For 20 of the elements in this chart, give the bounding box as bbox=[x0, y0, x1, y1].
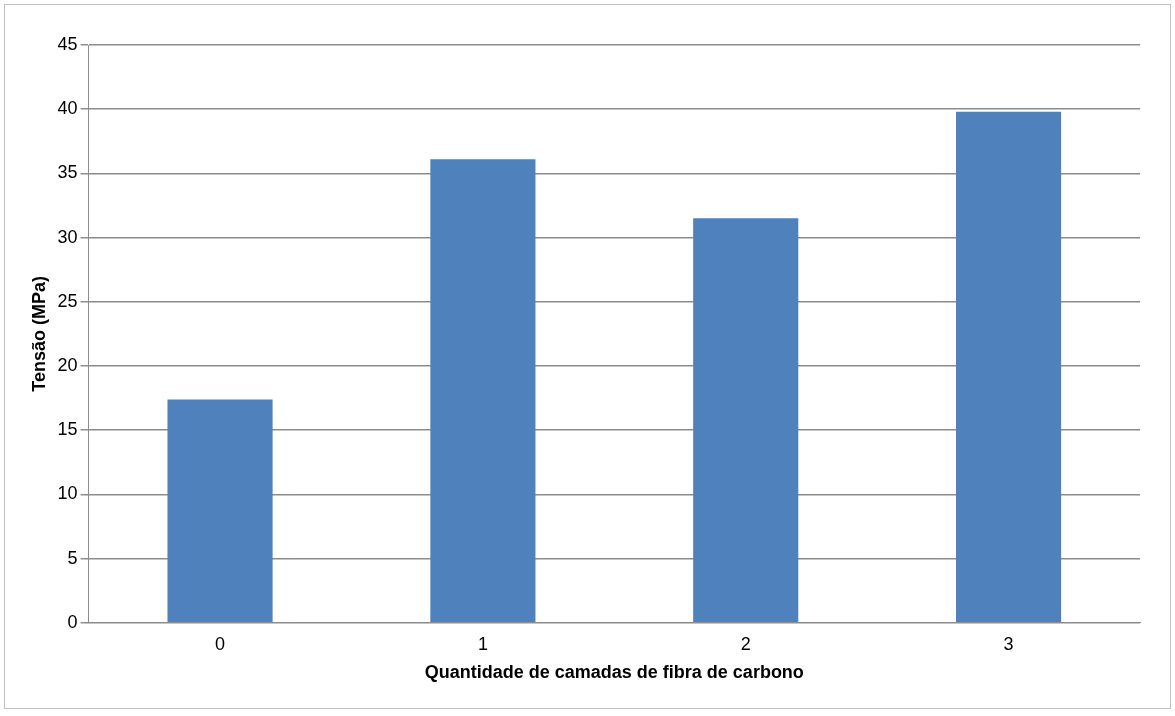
y-tick-label: 40 bbox=[57, 98, 78, 119]
x-tick-label: 1 bbox=[477, 633, 488, 654]
y-tick-label: 10 bbox=[57, 483, 78, 504]
y-axis-title: Tensão (MPa) bbox=[28, 276, 49, 392]
x-tick-label: 3 bbox=[1003, 633, 1014, 654]
y-tick-label: 5 bbox=[67, 547, 78, 568]
x-tick-label: 0 bbox=[215, 633, 226, 654]
y-tick-label: 0 bbox=[67, 611, 78, 632]
bar bbox=[167, 399, 273, 623]
bar bbox=[956, 111, 1062, 623]
y-tick-label: 30 bbox=[57, 226, 78, 247]
bar bbox=[693, 218, 799, 623]
y-tick-label: 25 bbox=[57, 290, 78, 311]
y-tick-label: 15 bbox=[57, 419, 78, 440]
y-tick-label: 20 bbox=[57, 354, 78, 375]
x-axis-title: Quantidade de camadas de fibra de carbono bbox=[424, 662, 804, 683]
x-tick-label: 2 bbox=[740, 633, 751, 654]
y-tick-label: 35 bbox=[57, 162, 78, 183]
y-tick-label: 45 bbox=[57, 33, 78, 54]
bar bbox=[430, 159, 536, 623]
